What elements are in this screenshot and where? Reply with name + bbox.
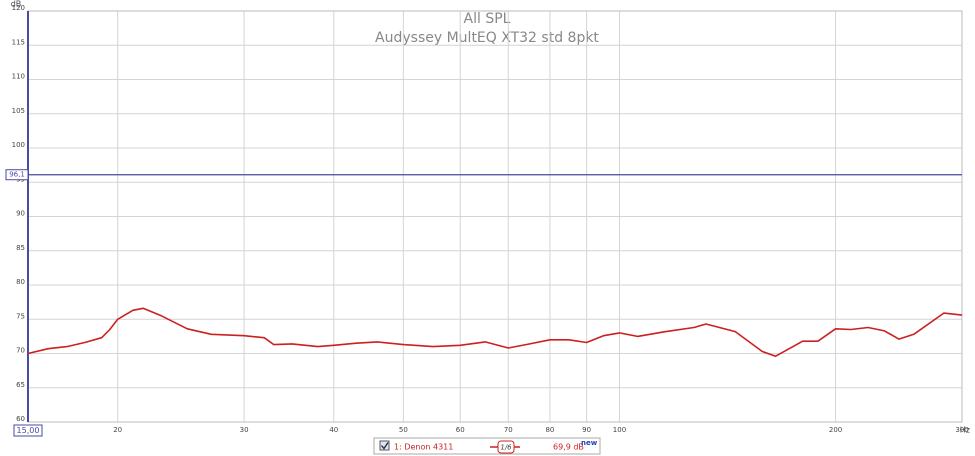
x-tick-label: 100 [613,426,626,434]
smoothing-box[interactable] [497,440,515,454]
cursor-x-label: 15,00 [17,426,40,435]
x-tick-label: 200 [829,426,842,434]
cursor-y-label: 96,1 [9,171,25,179]
x-unit: Hz [960,426,970,435]
y-tick-label: 75 [16,312,25,320]
y-tick-label: 85 [16,244,25,252]
y-unit: dB [11,0,22,9]
legend-readout: 69,9 dB [553,443,584,452]
y-tick-label: 65 [16,381,25,389]
y-tick-label: 100 [12,141,25,149]
smoothing-label: 1/6 [500,444,512,452]
x-tick-label: 60 [456,426,465,434]
x-tick-label: 30 [240,426,249,434]
legend-box [373,437,601,455]
x-tick-label: 40 [329,426,338,434]
cursor-x-box [13,424,43,437]
legend-badge: new [581,439,598,447]
chart-title: All SPL [464,11,511,27]
x-tick-label: 70 [504,426,513,434]
cursor-y-box [5,169,29,181]
y-tick-label: 80 [16,278,25,286]
x-tick-label: 20 [113,426,122,434]
y-tick-label: 110 [12,73,25,81]
x-tick-label: 90 [582,426,591,434]
y-tick-label: 120 [12,4,25,12]
legend-checkbox[interactable] [379,440,390,451]
y-tick-label: 90 [16,210,25,218]
check-mark [381,442,389,450]
y-tick-label: 60 [16,415,25,423]
series-line [27,307,963,357]
y-tick-label: 115 [12,38,25,46]
chart-subtitle: Audyssey MultEQ XT32 std 8pkt [375,30,599,46]
x-tick-label: 300 [955,426,968,434]
x-tick-label: 80 [545,426,554,434]
legend: 1: Denon 4311 1/6 69,9 dB new [373,437,601,455]
x-tick-label: 50 [399,426,408,434]
y-tick-label: 70 [16,347,25,355]
legend-label: 1: Denon 4311 [394,443,453,452]
y-tick-label: 105 [12,107,25,115]
